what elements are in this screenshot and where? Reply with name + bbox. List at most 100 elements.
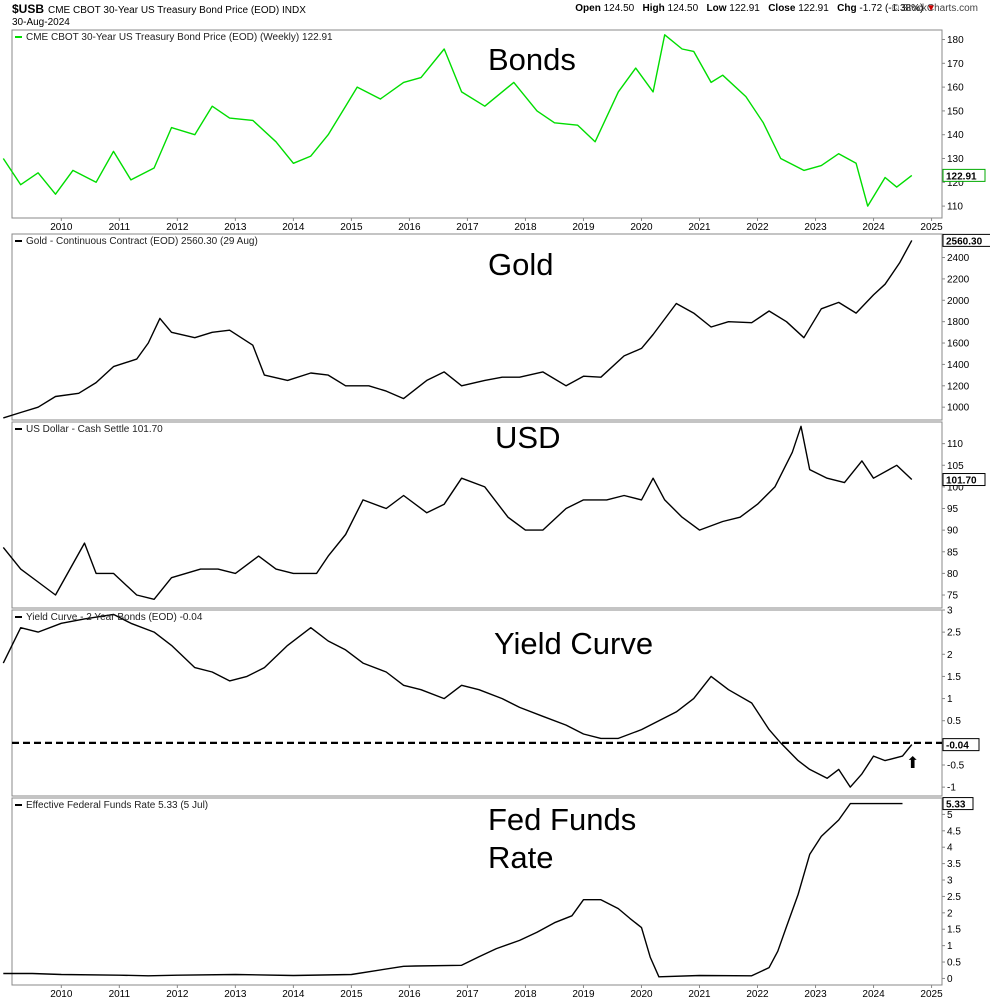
last-value-box (942, 738, 980, 752)
symbol-description: CME CBOT 30-Year US Treasury Bond Price … (48, 5, 306, 17)
last-value-label: 2560.30 (946, 236, 983, 247)
chg-down-icon: ▼ (926, 3, 936, 14)
y-tick-label: 1.5 (947, 925, 961, 936)
panel-title: Yield Curve (494, 626, 653, 661)
panel-title: Fed Funds (488, 802, 636, 837)
x-tick-label: 2022 (746, 222, 769, 233)
x-tick-label: 2018 (514, 222, 537, 233)
last-value-label: -0.04 (946, 741, 969, 752)
x-tick-label: 2011 (109, 222, 131, 233)
y-tick-label: 140 (947, 130, 964, 141)
x-tick-label: 2018 (514, 989, 537, 1000)
description-text: CME CBOT 30-Year US Treasury Bond Price … (48, 5, 280, 16)
series-line-fed_funds (3, 802, 903, 978)
panel-fed_funds: 0 0.5 1 1.5 2 2.5 3 3.5 4 4.5 5 Effective Federal F… (3, 797, 974, 986)
y-tick-label: 3 (947, 606, 953, 617)
y-tick-label: 1 (947, 941, 953, 952)
legend-label: CME CBOT 30-Year US Treasury Bond Price … (26, 32, 333, 43)
y-tick-label: 4.5 (947, 826, 961, 837)
y-tick-label: 1400 (947, 360, 970, 371)
x-tick-label: 2016 (398, 222, 421, 233)
x-tick-label: 2025 (920, 989, 943, 1000)
close-label: Close (768, 3, 796, 14)
panel-bonds: 110 120 130 140 150 160 170 180 CME CBOT 30-Year… (2, 29, 986, 219)
y-tick-label: 2 (947, 908, 953, 919)
y-tick-label: 100 (947, 482, 964, 493)
y-tick-label: 2000 (947, 296, 970, 307)
x-tick-label: 2014 (282, 222, 305, 233)
y-tick-label: 5 (947, 810, 953, 821)
exchange: INDX (281, 5, 306, 16)
y-tick-label: 180 (947, 35, 964, 46)
panel-gold: 1000 1200 1400 1600 1800 2000 2200 2400 Gold - C… (3, 233, 990, 421)
last-value-label: 122.91 (946, 171, 977, 182)
last-value-box (942, 473, 986, 487)
x-tick-label: 2024 (862, 989, 885, 1000)
y-tick-label: 90 (947, 526, 959, 537)
y-tick-label: 2400 (947, 253, 970, 264)
open-value: 124.50 (603, 3, 635, 14)
panel-title-line2: Rate (488, 840, 553, 875)
panel-title: Gold (488, 247, 553, 282)
x-tick-label: 2020 (630, 222, 653, 233)
panel-frame (11, 29, 943, 219)
y-tick-label: 110 (947, 439, 963, 450)
x-tick-label: 2013 (224, 989, 247, 1000)
y-tick-label: 150 (947, 106, 964, 117)
legend-label: Gold - Continuous Contract (EOD) 2560.30… (26, 236, 258, 247)
x-tick-label: 2016 (398, 989, 421, 1000)
x-axis-bottom: 2010 2011 2012 2013 2014 2015 2016 2017 2018 2019… (50, 985, 943, 1000)
x-tick-label: 2023 (804, 222, 827, 233)
ohlc-summary: Open 124.50 High 124.50 Low 122.91 Close… (575, 3, 936, 15)
high-label: High (642, 3, 665, 14)
y-tick-label: 75 (947, 591, 959, 602)
brand-link[interactable]: © StockCharts.com (891, 3, 978, 14)
y-tick-label: 2200 (947, 274, 970, 285)
y-tick-label: 120 (947, 178, 964, 189)
y-tick-label: -0.5 (947, 761, 965, 772)
chg-label: Chg (837, 3, 857, 14)
x-tick-label: 2017 (456, 989, 479, 1000)
x-tick-label: 2015 (340, 989, 363, 1000)
series-line-gold (3, 240, 913, 419)
y-tick-label: 1.5 (947, 672, 961, 683)
x-tick-label: 2012 (166, 989, 189, 1000)
panel-title: Bonds (488, 42, 576, 77)
x-tick-label: 2023 (804, 989, 827, 1000)
chart-date: 30-Aug-2024 (12, 17, 70, 28)
y-tick-label: 2.5 (947, 892, 961, 903)
low-value: 122.91 (729, 3, 760, 14)
last-value-label: 101.70 (946, 476, 977, 487)
y-tick-label: 95 (947, 504, 959, 515)
panel-usd: 75 80 85 90 95 100 105 110 US Dollar - Cash Sett… (2, 420, 986, 609)
chart-header: $USB CME CBOT 30-Year US Treasury Bond P… (0, 3, 990, 17)
panel-title: USD (495, 420, 560, 455)
panel-frame (11, 797, 943, 986)
y-tick-label: 170 (947, 59, 964, 70)
symbol: $USB (12, 2, 45, 16)
x-tick-label: 2010 (50, 989, 73, 1000)
y-tick-label: 2.5 (947, 628, 961, 639)
chg-value: -1.72 (-1.38%) (859, 3, 924, 14)
y-tick-label: 1200 (947, 381, 970, 392)
y-tick-label: 3.5 (947, 859, 961, 870)
last-value-label: 5.33 (946, 800, 966, 811)
chart-subheader: 30-Aug-2024 (0, 17, 990, 29)
y-tick-label: 0.5 (947, 716, 961, 727)
last-value-box (942, 797, 974, 811)
last-value-box (942, 233, 990, 247)
legend-label: US Dollar - Cash Settle 101.70 (26, 424, 163, 435)
y-tick-label: 105 (947, 461, 964, 472)
up-arrow-icon: ⬆ (906, 755, 919, 772)
low-label: Low (706, 3, 727, 14)
x-tick-label: 2019 (572, 989, 595, 1000)
x-tick-label: 2021 (688, 222, 711, 233)
y-tick-label: 2 (947, 650, 953, 661)
series-line-yield_curve (2, 613, 913, 788)
x-tick-label: 2017 (456, 222, 479, 233)
x-tick-label: 2014 (282, 989, 305, 1000)
y-tick-label: 130 (947, 154, 964, 165)
y-tick-label: -1 (947, 783, 956, 794)
y-tick-label: 160 (947, 83, 964, 94)
